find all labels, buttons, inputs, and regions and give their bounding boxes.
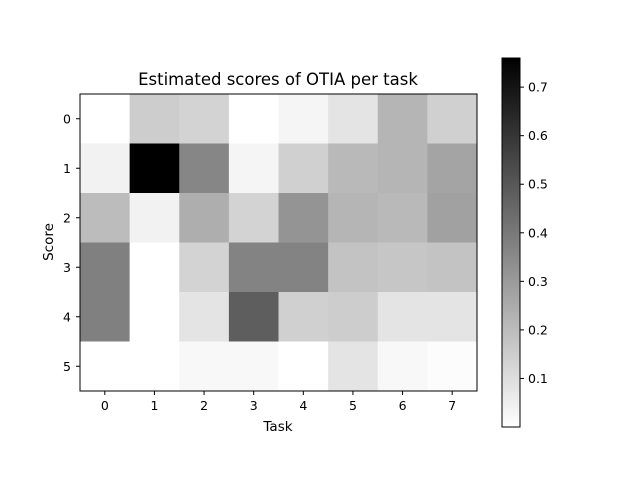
heatmap-cell	[377, 94, 428, 144]
heatmap-cell	[427, 341, 478, 392]
x-tick-label: 0	[101, 398, 109, 413]
heatmap-cell	[228, 341, 279, 392]
heatmap-cell	[80, 242, 131, 293]
heatmap-cell	[80, 292, 131, 342]
heatmap-cell	[377, 341, 428, 392]
heatmap-cell	[80, 143, 131, 194]
heatmap-cell	[179, 94, 230, 144]
colorbar	[501, 57, 521, 428]
colorbar-tick-label: 0.6	[528, 128, 548, 143]
heatmap-cell	[80, 193, 131, 243]
heatmap-cell	[129, 94, 180, 144]
x-tick-label: 7	[448, 398, 456, 413]
heatmap-cell	[377, 143, 428, 194]
y-tick-label: 5	[63, 359, 71, 374]
heatmap-cell	[129, 341, 180, 392]
heatmap-cell	[179, 193, 230, 243]
heatmap-cell	[427, 193, 478, 243]
heatmap-cell	[427, 143, 478, 194]
heatmap-cell	[278, 143, 329, 194]
heatmap-cell	[80, 94, 131, 144]
x-tick-label: 4	[299, 398, 307, 413]
y-tick-label: 3	[63, 260, 71, 275]
heatmap-cell	[328, 292, 379, 342]
heatmap-cell	[228, 143, 279, 194]
plot-frame	[79, 93, 478, 392]
heatmap-cell	[228, 292, 279, 342]
heatmap-cell	[377, 242, 428, 293]
y-tick-label: 0	[63, 111, 71, 126]
heatmap-cell	[377, 292, 428, 342]
heatmap-cell	[328, 341, 379, 392]
x-tick-label: 3	[250, 398, 258, 413]
heatmap-cell	[129, 292, 180, 342]
colorbar-tick-label: 0.5	[528, 177, 548, 192]
heatmap-cell	[278, 341, 329, 392]
colorbar-tick-label: 0.1	[528, 371, 548, 386]
heatmap-cells	[80, 94, 478, 392]
colorbar-tick-label: 0.4	[528, 225, 548, 240]
colorbar-tick-label: 0.7	[528, 80, 548, 95]
heatmap-cell	[427, 242, 478, 293]
heatmap-cell	[129, 143, 180, 194]
heatmap-cell	[427, 94, 478, 144]
chart-title: Estimated scores of OTIA per task	[138, 70, 418, 89]
heatmap-cell	[228, 242, 279, 293]
heatmap-cell	[179, 341, 230, 392]
colorbar-tick-label: 0.3	[528, 274, 548, 289]
heatmap-cell	[179, 292, 230, 342]
colorbar-tick-label: 0.2	[528, 322, 548, 337]
y-axis-ticks: 0 1 2 3 4 5	[63, 111, 80, 374]
heatmap-cell	[328, 193, 379, 243]
heatmap-cell	[278, 292, 329, 342]
heatmap-cell	[328, 94, 379, 144]
x-axis-ticks: 0 1 2 3 4 5 6 7	[101, 391, 456, 413]
heatmap-cell	[278, 242, 329, 293]
x-tick-label: 2	[200, 398, 208, 413]
y-axis-label: Score	[41, 223, 57, 261]
heatmap-cell	[228, 94, 279, 144]
heatmap-cell	[278, 94, 329, 144]
y-tick-label: 1	[63, 161, 71, 176]
x-tick-label: 1	[150, 398, 158, 413]
heatmap-cell	[427, 292, 478, 342]
heatmap-cell	[328, 143, 379, 194]
heatmap-cell	[377, 193, 428, 243]
heatmap-cell	[129, 242, 180, 293]
heatmap-cell	[179, 143, 230, 194]
heatmap-cell	[328, 242, 379, 293]
y-tick-label: 2	[63, 210, 71, 225]
heatmap-cell	[80, 341, 131, 392]
x-tick-label: 5	[349, 398, 357, 413]
heatmap-cell	[129, 193, 180, 243]
heatmap-cell	[228, 193, 279, 243]
heatmap-cell	[179, 242, 230, 293]
heatmap-cell	[278, 193, 329, 243]
x-axis-label: Task	[262, 419, 292, 435]
x-tick-label: 6	[399, 398, 407, 413]
y-tick-label: 4	[63, 309, 71, 324]
colorbar-ticks: 0.1 0.2 0.3 0.4 0.5 0.6 0.7	[520, 80, 548, 386]
